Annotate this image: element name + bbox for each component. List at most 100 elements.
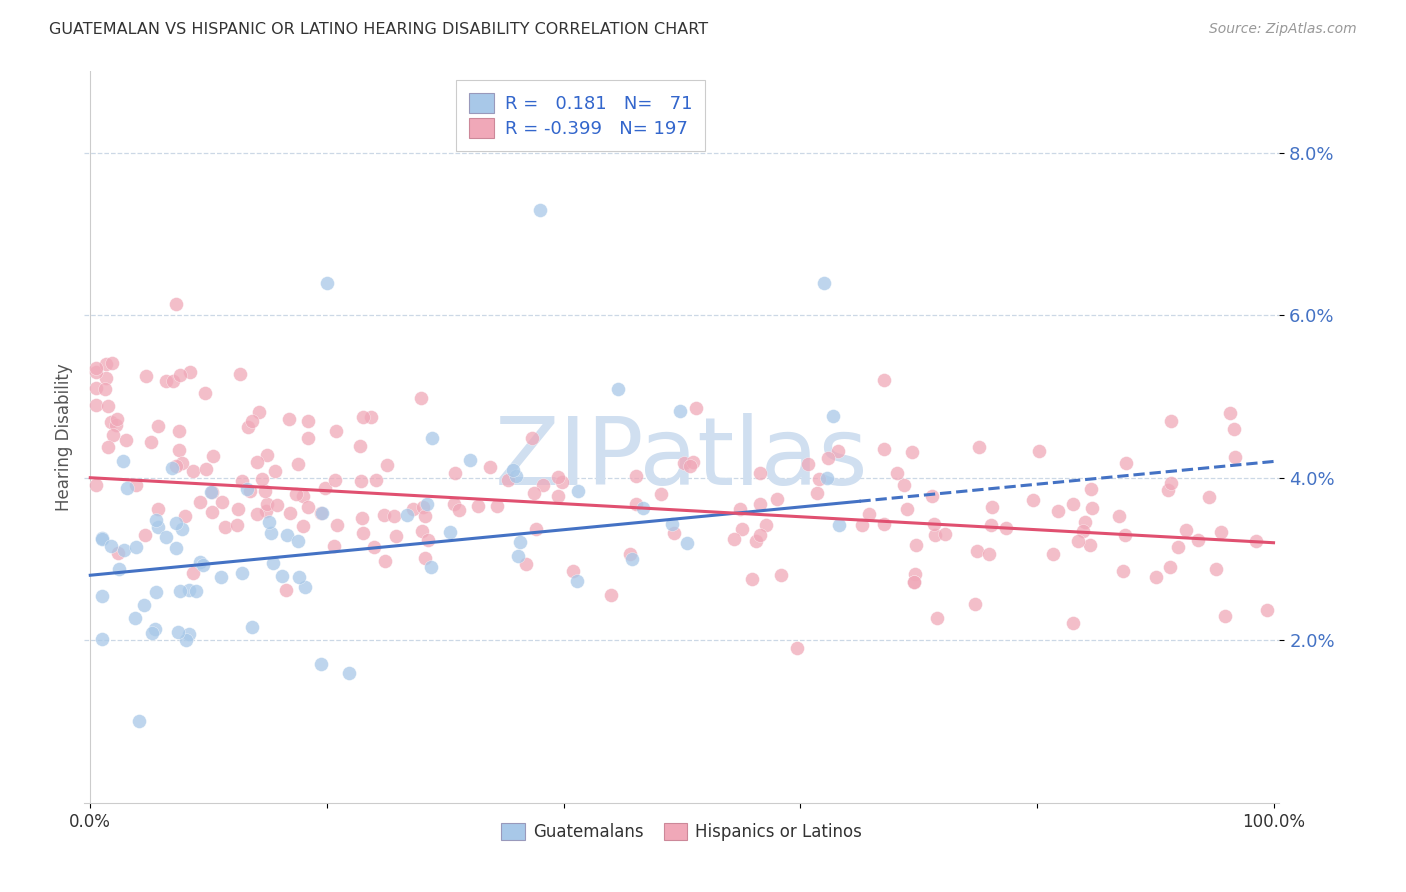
Point — [262, 556, 284, 570]
Point — [873, 442, 896, 457]
Point — [1219, 406, 1241, 420]
Point — [277, 412, 299, 426]
Point — [97, 440, 120, 454]
Point — [395, 508, 418, 522]
Point — [257, 515, 280, 529]
Point — [84, 398, 107, 412]
Point — [1244, 533, 1267, 548]
Point — [1157, 483, 1180, 497]
Point — [624, 497, 647, 511]
Point — [619, 547, 641, 561]
Point — [731, 522, 754, 536]
Point — [755, 518, 778, 533]
Point — [1223, 422, 1246, 436]
Point — [526, 522, 548, 536]
Point — [143, 622, 166, 636]
Point — [827, 443, 849, 458]
Point — [165, 516, 187, 530]
Point — [858, 507, 880, 521]
Point — [550, 475, 572, 489]
Point — [467, 499, 489, 513]
Point — [181, 464, 204, 478]
Point — [239, 484, 262, 499]
Point — [94, 382, 117, 396]
Point — [886, 466, 908, 480]
Point — [1175, 523, 1198, 537]
Point — [100, 355, 122, 369]
Point — [1112, 564, 1135, 578]
Point — [231, 566, 253, 580]
Point — [276, 527, 298, 541]
Point — [1071, 524, 1094, 538]
Point — [1062, 498, 1084, 512]
Point — [444, 466, 467, 480]
Point — [165, 459, 187, 474]
Point — [337, 666, 360, 681]
Point — [1062, 615, 1084, 630]
Point — [167, 425, 190, 439]
Point — [352, 526, 374, 541]
Point — [821, 409, 844, 424]
Point — [382, 508, 405, 523]
Point — [496, 473, 519, 487]
Point — [905, 538, 928, 552]
Point — [903, 574, 925, 589]
Point — [685, 401, 707, 416]
Point — [297, 500, 319, 515]
Point — [250, 473, 273, 487]
Point — [194, 462, 217, 476]
Point — [247, 405, 270, 419]
Point — [177, 582, 200, 597]
Point — [322, 539, 344, 553]
Point — [155, 530, 177, 544]
Point — [827, 518, 849, 533]
Point — [209, 570, 232, 584]
Point — [256, 504, 278, 518]
Point — [236, 482, 259, 496]
Point — [91, 532, 114, 546]
Point — [1160, 475, 1182, 490]
Point — [668, 404, 690, 418]
Point — [567, 483, 589, 498]
Point — [256, 448, 278, 462]
Point — [311, 506, 333, 520]
Point — [1046, 504, 1069, 518]
Point — [284, 486, 307, 500]
Point — [167, 443, 190, 458]
Point — [980, 500, 1002, 515]
Point — [128, 714, 150, 729]
Point — [723, 533, 745, 547]
Point — [169, 368, 191, 382]
Point — [188, 495, 211, 509]
Point — [505, 469, 527, 483]
Point — [84, 361, 107, 376]
Point — [562, 565, 585, 579]
Point — [565, 574, 588, 588]
Point — [101, 427, 124, 442]
Point — [231, 474, 253, 488]
Point — [1223, 450, 1246, 464]
Point — [260, 525, 283, 540]
Point — [326, 518, 349, 533]
Point — [350, 474, 373, 488]
Point — [1067, 533, 1090, 548]
Point — [626, 468, 648, 483]
Point — [924, 516, 946, 531]
Point — [111, 454, 134, 468]
Point — [375, 458, 398, 472]
Y-axis label: Hearing Disability: Hearing Disability — [55, 363, 73, 511]
Point — [621, 552, 644, 566]
Point — [599, 588, 621, 602]
Point — [921, 489, 943, 503]
Point — [967, 440, 990, 454]
Point — [104, 417, 127, 432]
Point — [253, 484, 276, 499]
Point — [419, 559, 441, 574]
Point — [201, 505, 224, 519]
Point — [1211, 524, 1233, 539]
Point — [485, 500, 508, 514]
Point — [96, 371, 118, 385]
Point — [125, 478, 148, 492]
Point — [84, 478, 107, 492]
Point — [162, 375, 184, 389]
